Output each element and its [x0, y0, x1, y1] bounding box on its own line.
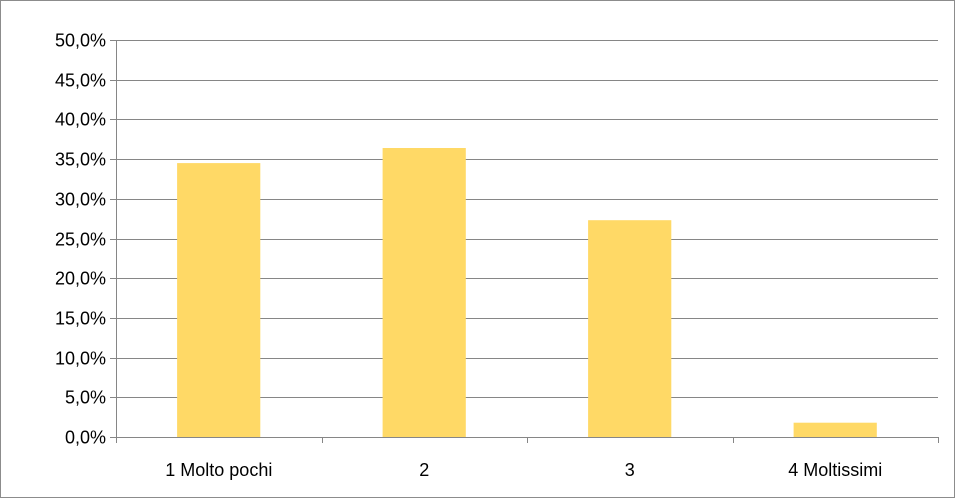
axes	[110, 40, 939, 443]
x-tick-label: 3	[625, 460, 635, 480]
bars	[177, 148, 877, 437]
bar	[588, 220, 672, 437]
bar	[177, 163, 261, 437]
bar	[793, 422, 877, 437]
y-tick-label: 0,0%	[65, 428, 106, 448]
y-tick-label: 45,0%	[55, 71, 106, 91]
y-tick-label: 10,0%	[55, 349, 106, 369]
y-axis-tick-labels: 0,0% 5,0% 10,0% 15,0% 20,0% 25,0% 30,0% 35,0% 40…	[55, 31, 106, 448]
bar	[382, 148, 466, 437]
x-tick-label: 1 Molto pochi	[165, 460, 272, 480]
y-tick-label: 5,0%	[65, 388, 106, 408]
y-tick-label: 35,0%	[55, 150, 106, 170]
y-tick-label: 15,0%	[55, 309, 106, 329]
y-tick-label: 30,0%	[55, 190, 106, 210]
y-tick-label: 25,0%	[55, 230, 106, 250]
y-tick-label: 20,0%	[55, 269, 106, 289]
x-tick-label: 2	[419, 460, 429, 480]
y-tick-label: 40,0%	[55, 110, 106, 130]
x-axis-tick-labels: 1 Molto pochi 2 3 4 Moltissimi	[165, 460, 882, 480]
x-tick-label: 4 Moltissimi	[788, 460, 882, 480]
y-tick-label: 50,0%	[55, 31, 106, 51]
